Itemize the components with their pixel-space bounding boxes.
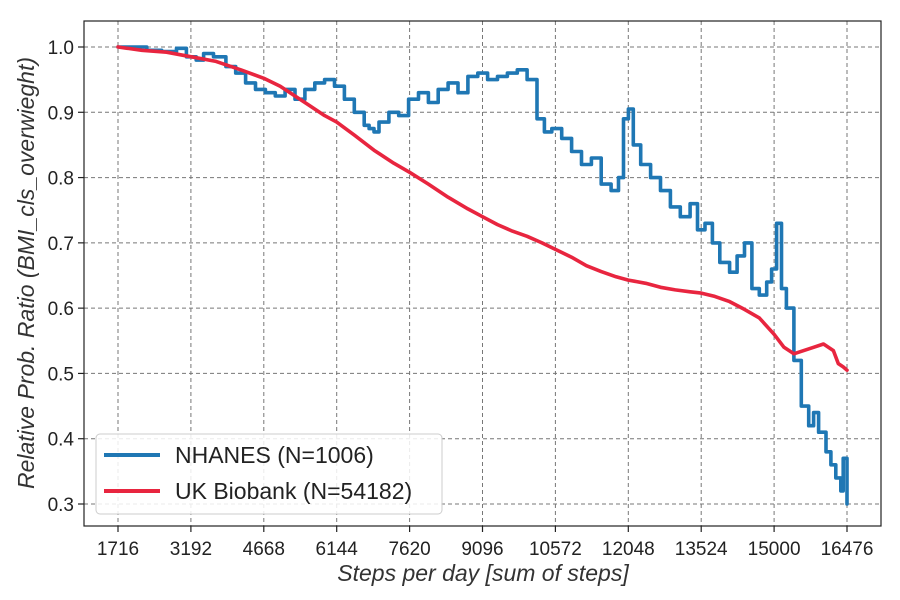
y-tick-label: 1.0	[48, 38, 74, 59]
x-tick-label: 3192	[170, 539, 212, 560]
y-tick-label: 0.4	[48, 430, 75, 451]
x-axis-label: Steps per day [sum of steps]	[337, 560, 629, 586]
y-axis: 0.3 0.4 0.5 0.6 0.7 0.8 0.9 1.0	[48, 38, 84, 516]
y-axis-label: Relative Prob. Ratio (BMI_cls_overwieght…	[13, 57, 39, 489]
x-tick-label: 12048	[602, 539, 655, 560]
x-tick-label: 7620	[388, 539, 430, 560]
y-tick-label: 0.5	[48, 364, 74, 385]
y-tick-label: 0.9	[48, 103, 74, 124]
legend-label-uk-biobank: UK Biobank (N=54182)	[175, 478, 412, 504]
series-line-uk-biobank	[116, 45, 849, 372]
x-tick-label: 6144	[316, 539, 359, 560]
x-tick-label: 15000	[748, 539, 801, 560]
legend-box	[95, 433, 443, 515]
series-layer	[116, 45, 849, 506]
x-tick-label: 1716	[97, 539, 139, 560]
legend: NHANES (N=1006) UK Biobank (N=54182)	[95, 433, 443, 515]
x-axis: 1716 3192 4668 6144 7620 9096 10572 12048 13524 1…	[97, 526, 874, 560]
y-tick-label: 0.6	[48, 299, 74, 320]
grid-lines	[84, 21, 881, 526]
x-tick-label: 4668	[243, 539, 285, 560]
y-tick-label: 0.8	[48, 169, 74, 190]
x-tick-label: 13524	[675, 539, 728, 560]
x-tick-label: 16476	[821, 539, 874, 560]
y-tick-label: 0.3	[48, 495, 74, 516]
legend-label-nhanes: NHANES (N=1006)	[175, 442, 374, 468]
y-tick-label: 0.7	[48, 234, 74, 255]
x-tick-label: 10572	[529, 539, 582, 560]
series-line-nhanes	[116, 45, 849, 506]
x-tick-label: 9096	[461, 539, 503, 560]
